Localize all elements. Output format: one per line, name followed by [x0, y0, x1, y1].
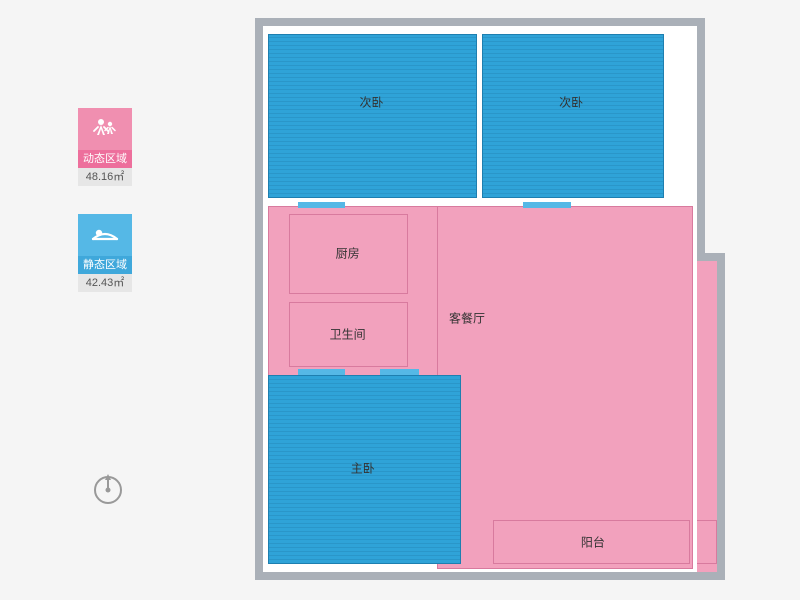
people-icon [78, 108, 132, 150]
room-label-balcony: 阳台 [581, 533, 605, 550]
room-bed2b [482, 34, 664, 198]
sleep-icon [78, 214, 132, 256]
balcony-ext [697, 520, 717, 564]
room-label-master: 主卧 [351, 460, 375, 477]
legend-dynamic-label: 动态区域 [78, 150, 132, 168]
room-label-bed2a: 次卧 [359, 94, 383, 111]
legend: 动态区域 48.16㎡ 静态区域 42.43㎡ [78, 108, 132, 320]
door-marker [380, 369, 419, 376]
room-label-bath: 卫生间 [330, 326, 366, 343]
legend-static: 静态区域 42.43㎡ [78, 214, 132, 292]
legend-dynamic-value: 48.16㎡ [78, 168, 132, 186]
door-marker [298, 369, 346, 376]
legend-dynamic: 动态区域 48.16㎡ [78, 108, 132, 186]
room-label-kitchen: 厨房 [336, 244, 360, 261]
floor-plan: 客餐厅 次卧 次卧厨房卫生间主卧阳台 [255, 18, 705, 580]
room-living_ext [437, 206, 693, 569]
compass-icon [92, 470, 124, 502]
room-label-living: 客餐厅 [449, 310, 485, 327]
room-bed2a [268, 34, 476, 198]
legend-static-label: 静态区域 [78, 256, 132, 274]
legend-static-value: 42.43㎡ [78, 274, 132, 292]
door-marker [523, 202, 571, 209]
door-marker [298, 202, 346, 209]
room-label-bed2b: 次卧 [559, 94, 583, 111]
